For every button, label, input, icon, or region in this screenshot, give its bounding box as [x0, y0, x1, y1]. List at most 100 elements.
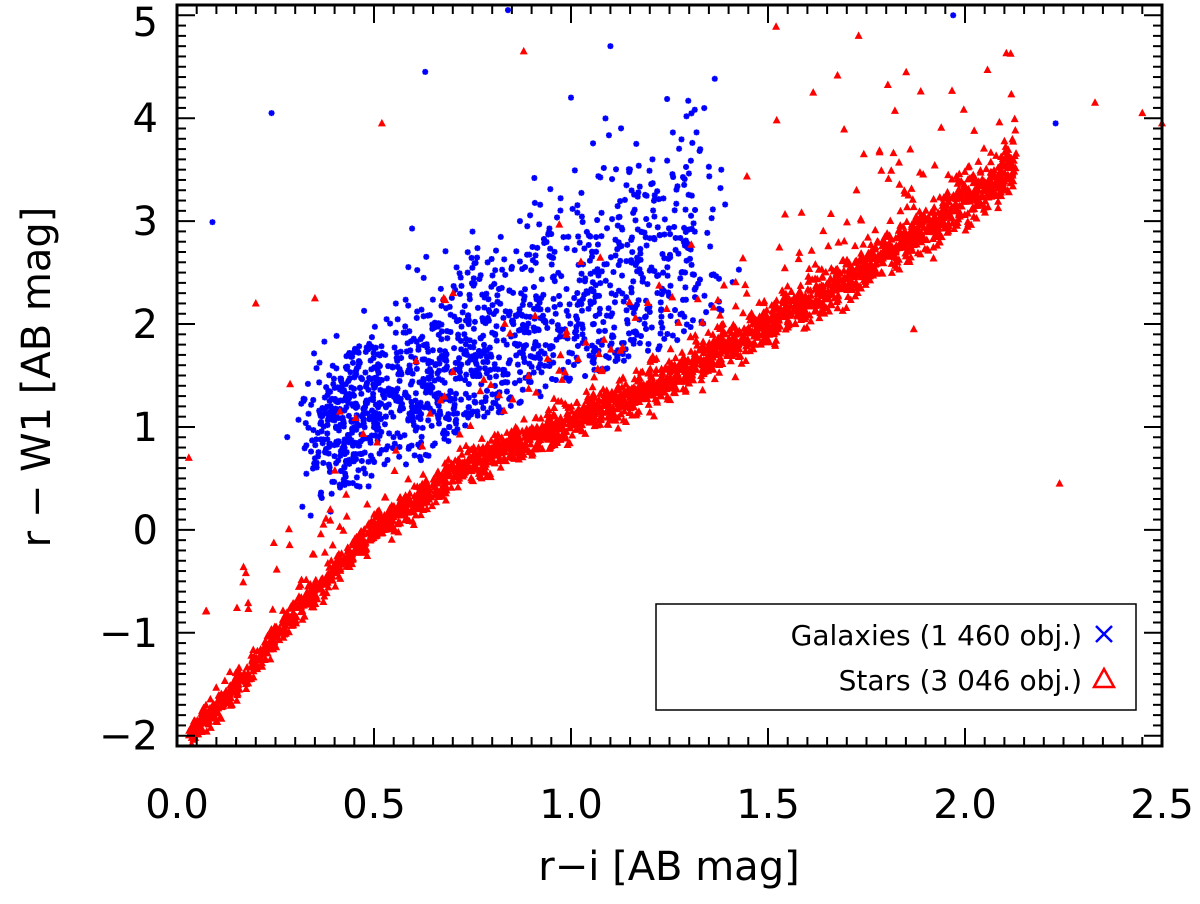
star-point: [871, 225, 880, 234]
galaxy-point: [535, 351, 542, 358]
galaxy-point: [325, 409, 332, 416]
galaxy-point: [315, 449, 322, 456]
star-point: [455, 456, 464, 465]
galaxy-point: [429, 296, 436, 303]
star-point: [1011, 125, 1020, 134]
galaxy-point: [346, 375, 353, 382]
galaxy-point: [465, 312, 472, 319]
galaxy-point: [711, 75, 718, 82]
galaxy-point: [651, 268, 658, 275]
galaxy-point: [579, 321, 586, 328]
star-point: [857, 215, 866, 224]
galaxy-point: [583, 345, 590, 352]
galaxy-point: [497, 406, 504, 413]
galaxy-point: [420, 342, 427, 349]
star-point: [737, 359, 746, 367]
star-point: [665, 357, 674, 365]
star-point: [895, 226, 904, 234]
star-point: [866, 258, 875, 266]
star-point: [880, 232, 889, 240]
galaxy-point: [660, 195, 667, 202]
galaxy-point: [553, 336, 560, 343]
galaxy-point: [571, 335, 578, 342]
star-point: [607, 387, 616, 396]
galaxy-point: [453, 264, 460, 271]
galaxy-point: [348, 353, 355, 360]
galaxy-point: [680, 328, 687, 335]
galaxy-point: [641, 320, 648, 327]
galaxy-point: [535, 306, 542, 313]
galaxy-point: [331, 442, 338, 449]
galaxy-point: [372, 409, 379, 416]
star-point: [1007, 89, 1016, 98]
galaxy-point: [360, 465, 367, 472]
star-point: [759, 298, 768, 307]
galaxy-point: [562, 374, 569, 381]
galaxy-point: [425, 375, 432, 382]
galaxy-point: [511, 332, 518, 339]
galaxy-point: [623, 307, 630, 314]
galaxy-point: [646, 167, 653, 174]
galaxy-point: [565, 233, 572, 240]
star-point: [474, 443, 483, 451]
galaxy-point: [605, 354, 612, 361]
galaxy-point: [550, 295, 557, 302]
galaxy-point: [506, 395, 513, 402]
galaxy-point: [470, 282, 477, 289]
galaxy-point: [532, 259, 539, 266]
galaxy-point: [371, 459, 378, 466]
galaxy-point: [483, 347, 490, 354]
star-point: [194, 721, 203, 730]
star-point: [856, 262, 865, 271]
galaxy-point: [493, 308, 500, 315]
galaxy-point: [408, 353, 415, 360]
galaxy-point: [639, 278, 646, 285]
galaxy-point: [346, 434, 353, 441]
galaxy-point: [427, 405, 434, 412]
galaxy-point: [480, 359, 487, 366]
galaxy-point: [378, 447, 385, 454]
galaxy-point: [691, 106, 698, 113]
galaxy-point: [538, 295, 545, 302]
galaxy-point: [693, 129, 700, 136]
galaxy-point: [510, 321, 517, 328]
galaxy-point: [424, 382, 431, 389]
star-point: [431, 497, 440, 506]
star-point: [266, 654, 275, 663]
star-point: [334, 572, 343, 580]
galaxy-point: [436, 360, 443, 367]
galaxy-point: [444, 335, 451, 342]
galaxy-point: [389, 363, 396, 370]
galaxy-point: [403, 348, 410, 355]
star-point: [244, 598, 253, 607]
galaxy-point: [339, 414, 346, 421]
galaxy-point: [659, 251, 666, 258]
star-point: [286, 379, 295, 388]
galaxy-point: [643, 297, 650, 304]
galaxy-point: [642, 191, 649, 198]
galaxy-point: [532, 252, 539, 259]
galaxy-point: [386, 430, 393, 437]
galaxy-point: [360, 411, 367, 418]
galaxy-point: [675, 250, 682, 257]
galaxy-point: [456, 270, 463, 277]
galaxy-point: [661, 255, 668, 262]
star-point: [887, 166, 896, 174]
galaxy-point: [387, 320, 394, 327]
galaxy-point: [438, 302, 445, 309]
star-point: [1000, 147, 1009, 156]
galaxy-point: [608, 290, 615, 297]
star-point: [426, 409, 435, 417]
star-point: [907, 184, 916, 192]
galaxy-point: [456, 355, 463, 362]
galaxy-point: [418, 433, 425, 440]
star-point: [820, 309, 829, 317]
galaxy-point: [301, 445, 308, 452]
star-point: [531, 311, 540, 319]
galaxy-point: [664, 157, 671, 164]
star-point: [739, 308, 748, 317]
galaxy-point: [696, 276, 703, 283]
galaxy-point: [617, 198, 624, 205]
star-point: [489, 451, 498, 459]
star-point: [629, 384, 638, 393]
